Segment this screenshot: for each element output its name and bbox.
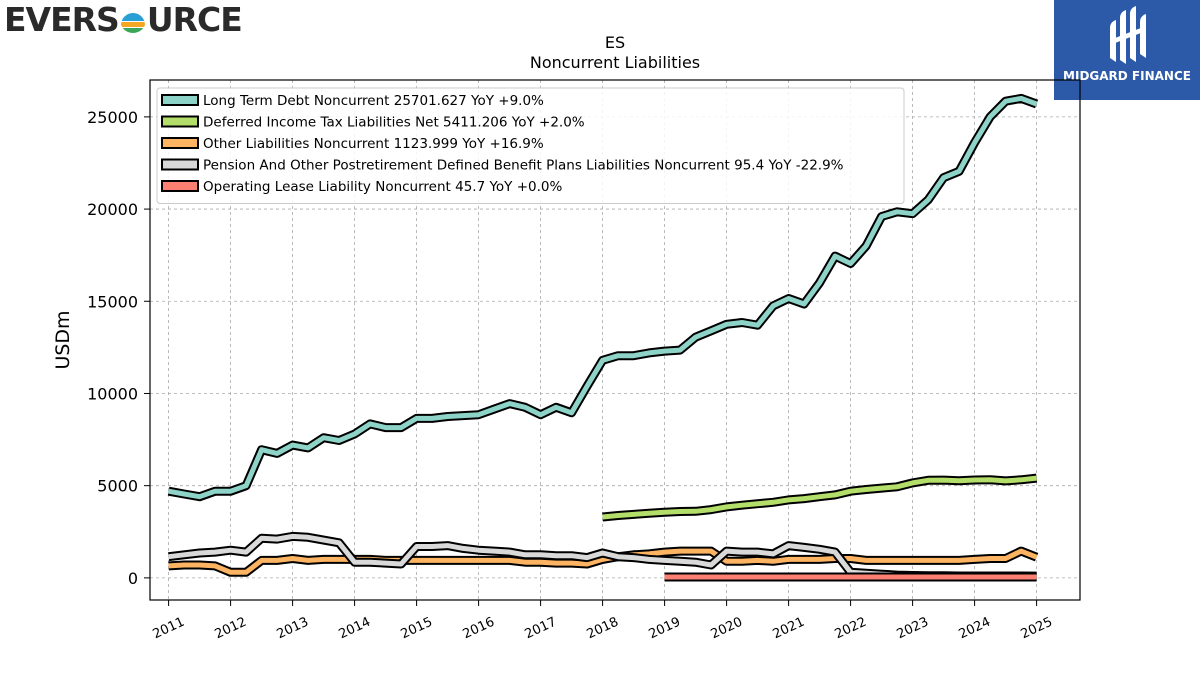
x-tick-label: 2015: [399, 615, 435, 643]
y-tick-label: 15000: [87, 292, 138, 311]
eversource-logo: EVERS URCE: [4, 0, 243, 39]
series-line-1: [602, 473, 1038, 522]
midgard-finance-logo: MIDGARD FINANCE: [1054, 0, 1200, 100]
y-axis: 0 5000 10000 15000 20000 25000: [87, 108, 150, 588]
series-line-2: [168, 546, 1039, 577]
x-tick-label: 2011: [151, 615, 187, 643]
chart-subtitle: Noncurrent Liabilities: [530, 53, 700, 72]
x-tick-label: 2024: [957, 615, 993, 643]
x-tick-label: 2022: [833, 615, 869, 643]
logo-text-left: EVERS: [4, 0, 120, 39]
y-tick-label: 25000: [87, 108, 138, 127]
legend-label-4: Operating Lease Liability Noncurrent 45.…: [203, 179, 563, 195]
y-tick-label: 10000: [87, 384, 138, 403]
legend-box: [156, 87, 905, 204]
x-tick-label: 2019: [647, 615, 683, 643]
legend-label-3: Pension And Other Postretirement Defined…: [203, 158, 844, 174]
x-axis: 2011 2012 2013 2014 2015 2016 2017 2018 2019 2020…: [151, 600, 1055, 642]
y-tick-label: 0: [128, 569, 138, 588]
x-tick-label: 2025: [1019, 615, 1055, 643]
series-stroke: [168, 95, 1038, 500]
x-tick-label: 2012: [213, 615, 249, 643]
x-tick-label: 2018: [585, 615, 621, 643]
y-tick-label: 5000: [97, 477, 138, 496]
x-tick-label: 2013: [275, 615, 311, 643]
legend-swatch-0: [161, 94, 199, 106]
x-tick-label: 2020: [709, 615, 745, 643]
legend-swatch-2: [161, 137, 199, 149]
legend-swatch-4: [161, 180, 199, 192]
y-axis-label: USDm: [52, 310, 74, 369]
midgard-finance-name: MIDGARD FINANCE: [1063, 69, 1191, 83]
x-tick-label: 2021: [771, 615, 807, 643]
logo-text-right: URCE: [146, 0, 243, 39]
y-tick-label: 20000: [87, 200, 138, 219]
midgard-emblem-icon: [1110, 6, 1146, 64]
legend-swatch-3: [161, 158, 199, 171]
legend-label-1: Deferred Income Tax Liabilities Net 5411…: [203, 115, 585, 131]
chart-title: ES: [605, 33, 625, 52]
legend-label-2: Other Liabilities Noncurrent 1123.999 Yo…: [203, 136, 544, 152]
legend: Long Term Debt Noncurrent 25701.627 YoY …: [156, 87, 905, 204]
plot-frame: [149, 79, 1081, 601]
x-tick-label: 2016: [461, 615, 497, 643]
x-tick-label: 2017: [523, 615, 559, 643]
series-stroke: [602, 475, 1037, 520]
legend-swatch-1: [161, 115, 199, 128]
legend-label-0: Long Term Debt Noncurrent 25701.627 YoY …: [203, 93, 544, 109]
globe-icon: [120, 7, 146, 33]
series-layer: [167, 93, 1039, 582]
series-stroke: [168, 548, 1038, 575]
x-tick-label: 2014: [337, 615, 373, 643]
series-line-0: [167, 93, 1039, 502]
x-tick-label: 2023: [895, 615, 931, 643]
